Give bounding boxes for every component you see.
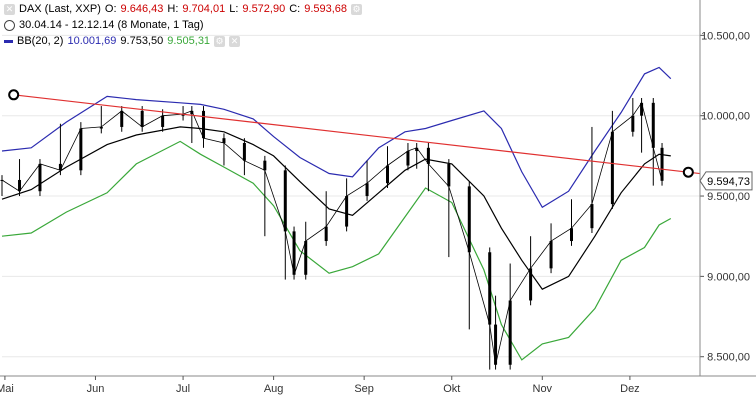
y-tick-label: 8.500,00: [707, 352, 750, 364]
price-bar-body: [140, 110, 144, 127]
price-bar-body: [651, 102, 655, 148]
price-bar-body: [38, 163, 42, 192]
price-bar-body: [120, 110, 124, 127]
indicator-row: BB(20, 2) 10.001,69 9.753,50 9.505,31 ⚙ …: [4, 35, 241, 47]
price-bar-body: [590, 204, 594, 229]
y-tick-label: 9.500,00: [707, 191, 750, 203]
price-bar-body: [283, 170, 287, 232]
bb-middle-value: 9.753,50: [120, 35, 164, 47]
price-bar-body: [660, 147, 664, 181]
bb-middle-band-line: [1, 126, 671, 290]
price-bar-body: [190, 110, 194, 115]
bb-swatch-icon: [4, 39, 13, 43]
bb-lower-band-line: [1, 140, 672, 361]
bollinger-bands: [1, 66, 672, 361]
grid: [2, 34, 700, 358]
close-label: C:: [289, 3, 301, 15]
price-bar-body: [426, 147, 430, 164]
x-tick-label: Nov: [533, 383, 553, 395]
date-range-label: 30.04.14 - 12.12.14 (8 Monate, 1 Tag): [19, 19, 204, 31]
price-bar-body: [345, 196, 349, 227]
x-tick-label: Mai: [0, 383, 14, 395]
range-row: 30.04.14 - 12.12.14 (8 Monate, 1 Tag): [4, 19, 203, 31]
x-tick-label: Sep: [354, 383, 374, 395]
axes: 8.500,00 9.000,00 9.500,00 10.000,00 10.500,…: [0, 0, 756, 395]
x-tick-label: Aug: [264, 383, 284, 395]
close-icon[interactable]: ✕: [4, 3, 15, 15]
price-bar-body: [415, 147, 419, 152]
price-bar-body: [406, 151, 410, 166]
price-bar-body: [242, 143, 246, 161]
high-label: H:: [167, 3, 179, 15]
high-value: 9.704,01: [182, 3, 226, 15]
price-bar-body: [304, 241, 308, 275]
price-bar-body: [631, 115, 635, 132]
low-value: 9.572,90: [242, 3, 286, 15]
quote-header-row: ✕ DAX (Last, XXP) O: 9.646,43 H: 9.704,0…: [4, 3, 363, 15]
last-price-label: 9.594,73: [707, 176, 750, 188]
price-bar-body: [640, 102, 644, 116]
open-label: O:: [104, 3, 117, 15]
price-bar-body: [447, 163, 451, 187]
price-bar-body: [549, 241, 553, 269]
indicator-settings-icon[interactable]: ⚙: [214, 35, 226, 47]
indicator-close-icon[interactable]: ✕: [229, 35, 241, 47]
y-tick-label: 10.500,00: [701, 30, 750, 42]
y-tick-label: 9.000,00: [707, 271, 750, 283]
price-bar-body: [508, 300, 512, 365]
trendline-handle-end[interactable]: [682, 166, 694, 178]
price-bar-body: [202, 110, 206, 139]
settings-icon[interactable]: ⚙: [351, 3, 363, 15]
price-bar-body: [529, 268, 533, 301]
price-bar-body: [99, 126, 103, 129]
low-label: L:: [229, 3, 239, 15]
price-bar-body: [263, 160, 267, 171]
x-tick-label: Jun: [87, 383, 105, 395]
price-bars: [0, 98, 664, 370]
close-value: 9.593,68: [304, 3, 348, 15]
indicator-label: BB(20, 2): [17, 35, 64, 47]
price-bar-body: [79, 128, 83, 171]
price-bar-body: [58, 163, 62, 171]
price-bar-body: [222, 138, 226, 144]
price-bar-body: [324, 226, 328, 242]
clock-icon: [4, 19, 15, 31]
trendline-handle-start[interactable]: [8, 89, 20, 101]
open-value: 9.646,43: [120, 3, 164, 15]
price-bar-body: [610, 131, 614, 205]
last-price-marker: [699, 171, 753, 191]
price-bar-body: [161, 115, 165, 127]
price-bar-body: [18, 179, 22, 192]
trendline-line[interactable]: [13, 94, 701, 175]
price-bar-body: [181, 114, 185, 116]
bb-upper-value: 10.001,69: [67, 35, 117, 47]
price-bar-body: [292, 231, 296, 275]
x-tick-label: Jul: [176, 383, 190, 395]
x-tick-label: Dez: [620, 383, 640, 395]
y-tick-label: 10.000,00: [701, 111, 750, 123]
bb-lower-value: 9.505,31: [167, 35, 211, 47]
price-bar-body: [467, 186, 471, 253]
bb-upper-band-line: [1, 66, 672, 209]
x-tick-label: Okt: [443, 383, 460, 395]
price-close-line: [1, 101, 663, 365]
price-bar-body: [365, 183, 369, 197]
price-bar-body: [494, 324, 498, 365]
price-bar-body: [569, 228, 573, 242]
price-bar-body: [386, 165, 390, 184]
price-bar-body: [488, 252, 492, 325]
symbol-label: DAX (Last, XXP): [19, 3, 101, 15]
trendline[interactable]: [8, 89, 701, 178]
